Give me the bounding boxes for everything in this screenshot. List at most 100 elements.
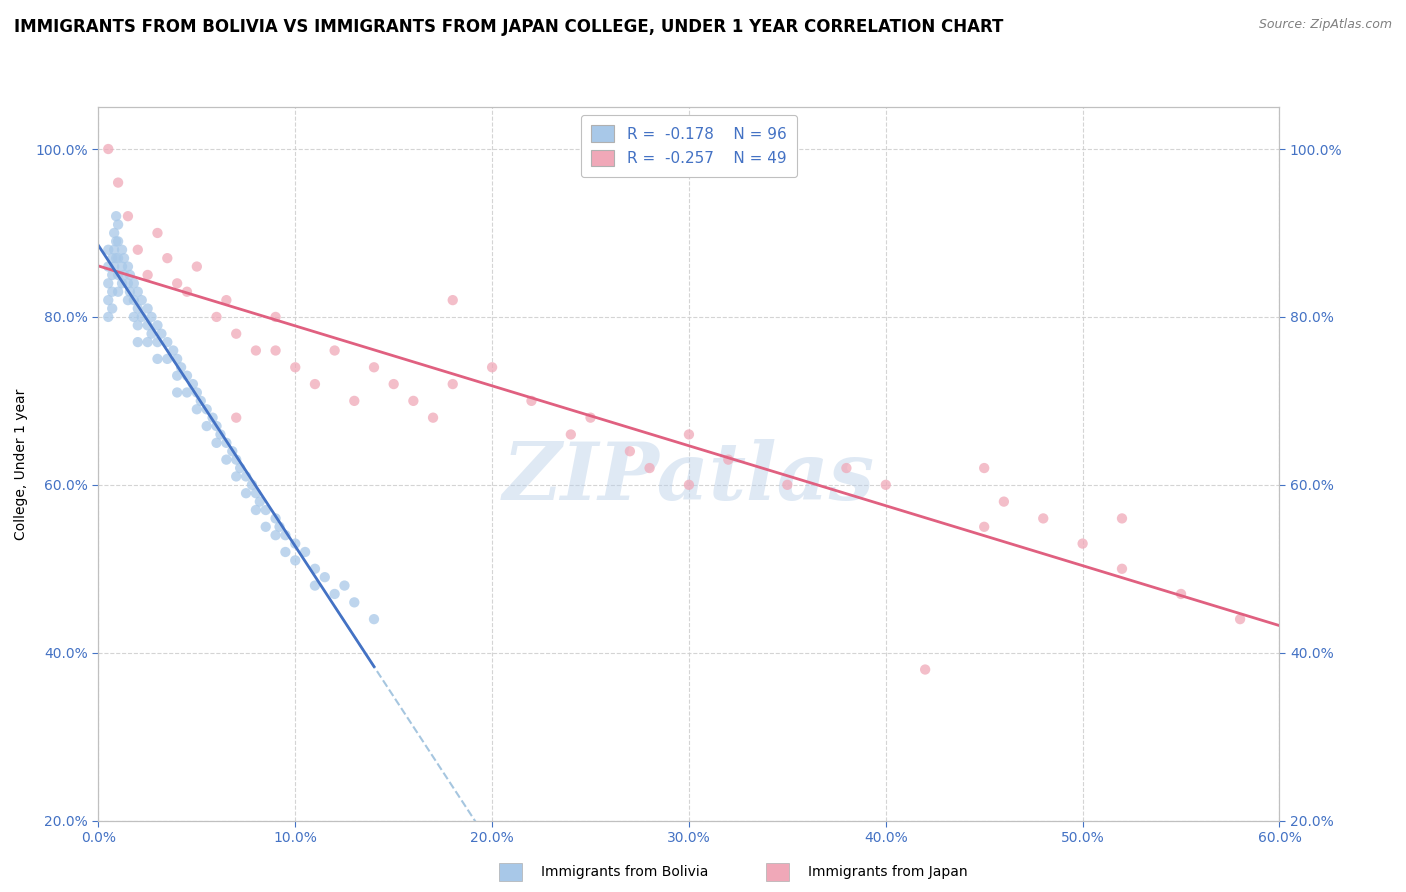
Point [186, 260, 208, 274]
Point [619, 444, 641, 458]
Point [97, 293, 120, 307]
Point [294, 545, 316, 559]
Point [245, 503, 267, 517]
Point [304, 377, 326, 392]
Point [122, 310, 145, 324]
Point [835, 461, 858, 475]
Point [101, 268, 124, 282]
Point [162, 343, 184, 358]
Point [111, 260, 134, 274]
Point [343, 595, 366, 609]
Point [107, 176, 129, 190]
Point [229, 461, 252, 475]
Point [127, 335, 149, 350]
Point [343, 393, 366, 408]
Point [131, 310, 153, 324]
Point [245, 343, 267, 358]
Point [1170, 587, 1192, 601]
Point [205, 310, 228, 324]
Point [717, 452, 740, 467]
Point [254, 520, 277, 534]
Y-axis label: College, Under 1 year: College, Under 1 year [14, 388, 28, 540]
Point [240, 478, 263, 492]
Point [323, 587, 346, 601]
Point [105, 209, 128, 223]
Point [101, 285, 124, 299]
Point [284, 360, 307, 375]
Point [97, 277, 120, 291]
Point [304, 562, 326, 576]
Point [181, 377, 204, 392]
Point [235, 469, 257, 483]
Text: IMMIGRANTS FROM BOLIVIA VS IMMIGRANTS FROM JAPAN COLLEGE, UNDER 1 YEAR CORRELATI: IMMIGRANTS FROM BOLIVIA VS IMMIGRANTS FR… [14, 18, 1004, 36]
Point [875, 478, 897, 492]
Point [117, 277, 139, 291]
Point [146, 335, 169, 350]
Point [973, 461, 995, 475]
Point [441, 377, 464, 392]
Point [284, 536, 307, 550]
Point [166, 277, 188, 291]
Point [176, 385, 198, 400]
Point [136, 335, 159, 350]
Point [136, 318, 159, 333]
Point [103, 243, 125, 257]
Point [579, 410, 602, 425]
Point [107, 285, 129, 299]
Point [333, 578, 356, 592]
Point [146, 351, 169, 366]
Point [166, 385, 188, 400]
Point [973, 520, 995, 534]
Legend: R =  -0.178    N = 96, R =  -0.257    N = 49: R = -0.178 N = 96, R = -0.257 N = 49 [581, 115, 797, 177]
Point [274, 528, 297, 542]
Point [678, 478, 700, 492]
Point [209, 427, 232, 442]
Point [914, 663, 936, 677]
Point [382, 377, 405, 392]
Point [215, 435, 238, 450]
Point [264, 343, 287, 358]
Point [776, 478, 799, 492]
Point [176, 368, 198, 383]
Point [118, 268, 141, 282]
Point [112, 251, 135, 265]
Point [107, 251, 129, 265]
Point [323, 343, 346, 358]
Point [127, 318, 149, 333]
Point [221, 444, 243, 458]
Point [97, 310, 120, 324]
Point [274, 545, 297, 559]
Text: Immigrants from Japan: Immigrants from Japan [808, 865, 969, 880]
Point [136, 301, 159, 316]
Text: Immigrants from Bolivia: Immigrants from Bolivia [541, 865, 709, 880]
Point [195, 402, 218, 417]
Point [170, 360, 193, 375]
Point [107, 218, 129, 232]
Text: ZIPatlas: ZIPatlas [503, 440, 875, 516]
Point [195, 419, 218, 434]
Point [107, 235, 129, 249]
Point [638, 461, 661, 475]
Point [186, 402, 208, 417]
Point [105, 235, 128, 249]
Point [1229, 612, 1251, 626]
Point [363, 612, 385, 626]
Point [1111, 562, 1133, 576]
Point [304, 578, 326, 592]
Point [264, 528, 287, 542]
Point [97, 142, 120, 156]
Point [363, 360, 385, 375]
Point [402, 393, 425, 408]
Point [1111, 511, 1133, 525]
Point [225, 326, 247, 341]
Point [215, 293, 238, 307]
Point [127, 285, 149, 299]
Point [186, 385, 208, 400]
Point [156, 351, 179, 366]
Point [201, 410, 224, 425]
Point [481, 360, 503, 375]
Point [269, 520, 291, 534]
Point [993, 494, 1015, 508]
Point [101, 301, 124, 316]
Point [225, 452, 247, 467]
